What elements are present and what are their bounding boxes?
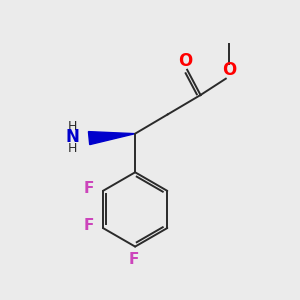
Text: F: F (128, 252, 139, 267)
Text: H: H (68, 120, 77, 133)
Polygon shape (88, 132, 135, 145)
Text: O: O (222, 61, 236, 79)
Text: F: F (83, 181, 94, 196)
Text: O: O (178, 52, 192, 70)
Text: F: F (83, 218, 94, 233)
Text: N: N (66, 128, 80, 146)
Text: H: H (68, 142, 77, 155)
